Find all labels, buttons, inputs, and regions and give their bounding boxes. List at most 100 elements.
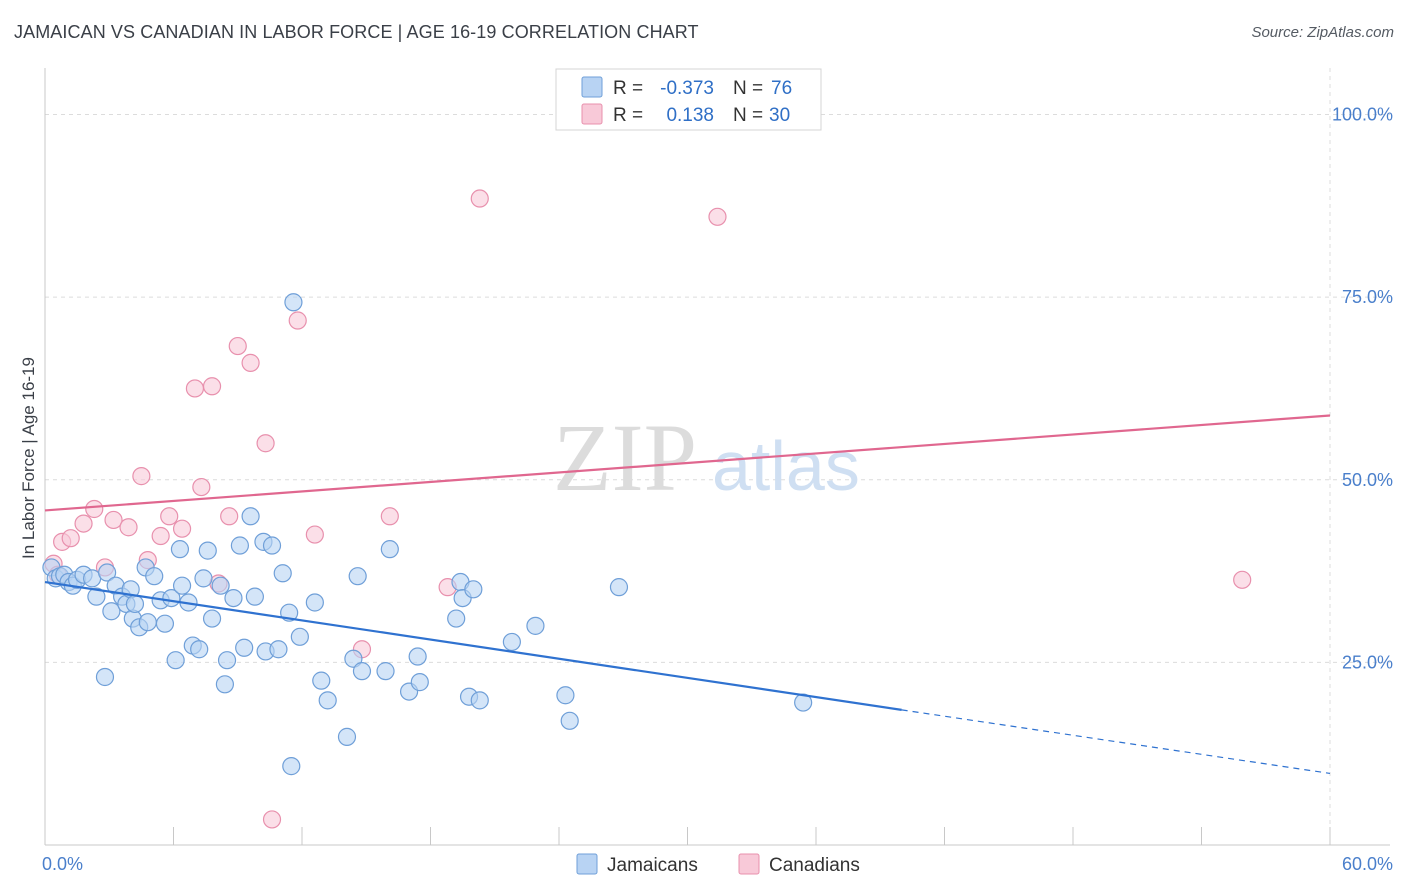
stats-legend-jamaicans-r-value: -0.373 xyxy=(660,78,714,99)
jamaicans-point-60 xyxy=(408,647,427,666)
y-tick-label-3: 100.0% xyxy=(1332,105,1393,125)
jamaicans-point-57 xyxy=(376,662,395,681)
canadians-point-28 xyxy=(470,189,489,208)
jamaicans-point-35 xyxy=(217,651,237,670)
stats-legend-jamaicans-n-value: 76 xyxy=(771,78,792,99)
jamaicans-point-54 xyxy=(344,649,363,668)
canadians-point-12 xyxy=(160,507,179,526)
stats-legend-canadians-swatch xyxy=(581,103,603,125)
jamaicans-point-22 xyxy=(155,614,175,633)
watermark-zip: ZIP xyxy=(553,404,697,511)
x-tick-labels: 0.0% 60.0% xyxy=(42,854,1393,874)
jamaicans-point-71 xyxy=(560,711,579,730)
jamaicans-point-74 xyxy=(95,667,115,687)
canadians-point-7 xyxy=(104,510,123,530)
y-tick-label-1: 50.0% xyxy=(1342,470,1393,490)
jamaicans-point-33 xyxy=(211,576,230,595)
series-legend-jamaicans-label: Jamaicans xyxy=(607,855,698,876)
jamaicans-point-70 xyxy=(556,686,575,705)
jamaicans-point-67 xyxy=(470,691,489,710)
jamaicans-point-49 xyxy=(290,627,309,646)
jamaicans-point-55 xyxy=(348,567,367,586)
y-tick-label-2: 75.0% xyxy=(1342,287,1393,307)
source-credit: Source: ZipAtlas.com xyxy=(1251,24,1394,41)
jamaicans-point-51 xyxy=(312,671,331,690)
stats-legend: R = -0.373 N = 76 R = 0.138 N = 30 xyxy=(555,68,822,131)
jamaicans-point-75 xyxy=(125,594,145,614)
jamaicans-point-24 xyxy=(166,651,185,670)
canadians-point-29 xyxy=(708,207,727,226)
canadians-point-23 xyxy=(288,311,307,330)
jamaicans-point-30 xyxy=(194,569,213,588)
jamaicans-point-62 xyxy=(447,609,466,628)
grid-lines xyxy=(45,68,1390,845)
jamaicans-point-37 xyxy=(230,536,249,555)
jamaicans-point-52 xyxy=(318,691,337,710)
y-tick-labels: 25.0% 50.0% 75.0% 100.0% xyxy=(1332,105,1393,673)
jamaicans-point-50 xyxy=(305,593,324,612)
jamaicans-point-44 xyxy=(269,640,288,659)
jamaicans-point-47 xyxy=(284,293,303,312)
jamaicans-point-68 xyxy=(502,632,521,652)
canadians-trend-line xyxy=(44,414,1331,512)
jamaicans-point-61 xyxy=(410,673,429,692)
jamaicans-trend-extension xyxy=(901,709,1331,775)
watermark: ZIP atlas xyxy=(553,404,860,511)
stats-legend-canadians-n-label: N = xyxy=(733,105,763,126)
stats-legend-jamaicans-r-label: R = xyxy=(613,78,643,99)
canadians-point-5 xyxy=(85,499,104,519)
stats-legend-canadians-r-value: 0.138 xyxy=(666,105,714,126)
jamaicans-point-20 xyxy=(145,567,164,586)
canadians-point-3 xyxy=(61,529,80,548)
canadians-point-30 xyxy=(1233,570,1252,589)
jamaicans-point-29 xyxy=(190,640,209,659)
jamaicans-point-69 xyxy=(526,616,545,635)
jamaicans-point-39 xyxy=(241,507,260,526)
stats-legend-canadians-n-value: 30 xyxy=(769,105,790,126)
trend-lines xyxy=(44,414,1331,775)
jamaicans-point-11 xyxy=(102,602,121,621)
jamaicans-trend-line xyxy=(44,580,902,711)
jamaicans-point-19 xyxy=(138,613,157,632)
canadians-point-9 xyxy=(132,467,151,486)
canadians-point-19 xyxy=(228,336,247,356)
canadians-point-15 xyxy=(192,477,211,497)
jamaicans-point-38 xyxy=(235,638,254,657)
jamaicans-point-34 xyxy=(215,675,234,694)
jamaicans-point-53 xyxy=(337,727,357,746)
jamaicans-point-26 xyxy=(172,576,192,595)
jamaicans-point-48 xyxy=(282,757,301,776)
jamaicans-point-58 xyxy=(380,540,399,559)
series-legend-canadians-swatch xyxy=(738,853,760,875)
series-legend: Jamaicans Canadians xyxy=(576,853,860,876)
jamaicans-point-10 xyxy=(98,563,117,582)
stats-legend-jamaicans-n-label: N = xyxy=(733,78,763,99)
jamaicans-point-56 xyxy=(352,662,372,681)
canadians-point-21 xyxy=(256,434,275,453)
axes xyxy=(44,68,1390,846)
jamaicans-point-66 xyxy=(464,580,483,599)
y-axis-title: In Labor Force | Age 16-19 xyxy=(19,357,38,559)
canadians-point-24 xyxy=(305,525,324,544)
series-legend-jamaicans-swatch xyxy=(576,853,598,875)
jamaicans-point-40 xyxy=(245,587,264,606)
canadians-point-22 xyxy=(262,810,282,829)
jamaicans-point-45 xyxy=(273,564,292,583)
canadians-point-16 xyxy=(202,377,222,396)
canadians-point-20 xyxy=(241,353,260,372)
series-legend-canadians-label: Canadians xyxy=(769,855,860,876)
jamaicans-point-9 xyxy=(87,587,106,606)
x-tick-label-1: 60.0% xyxy=(1342,854,1393,874)
jamaicans-point-72 xyxy=(609,578,629,597)
jamaicans-point-25 xyxy=(170,540,190,559)
canadians-point-13 xyxy=(172,519,192,538)
stats-legend-canadians-r-label: R = xyxy=(613,105,643,126)
series-jamaicans-points xyxy=(42,293,813,776)
watermark-atlas: atlas xyxy=(712,427,860,505)
x-tick-label-0: 0.0% xyxy=(42,854,83,874)
jamaicans-point-43 xyxy=(262,536,282,555)
canadians-point-8 xyxy=(119,518,138,537)
jamaicans-point-31 xyxy=(198,541,217,560)
canadians-point-4 xyxy=(74,514,93,533)
